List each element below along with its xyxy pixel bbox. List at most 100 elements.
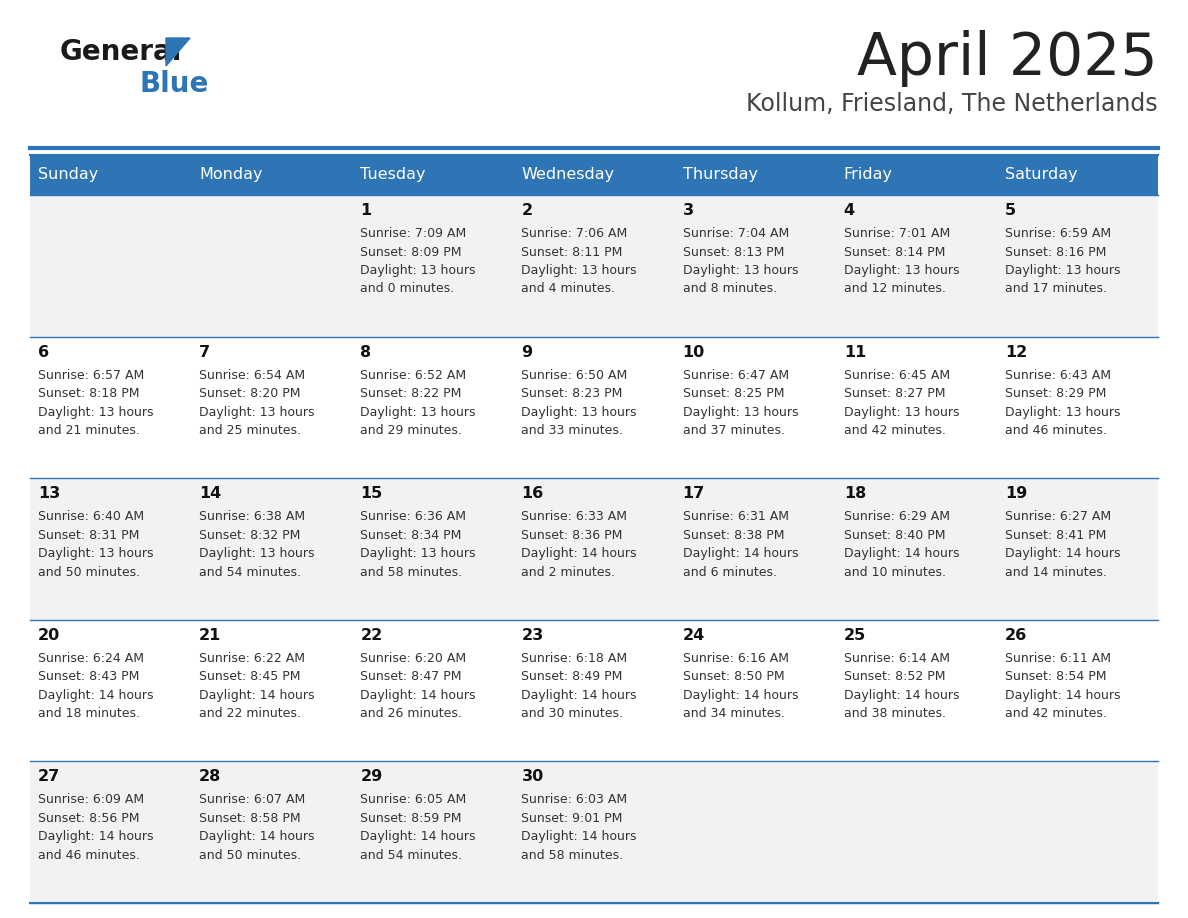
Bar bbox=[30, 195, 191, 337]
Text: 18: 18 bbox=[843, 487, 866, 501]
Text: Daylight: 13 hours: Daylight: 13 hours bbox=[1005, 264, 1120, 277]
Text: Sunrise: 6:43 AM: Sunrise: 6:43 AM bbox=[1005, 369, 1111, 382]
Text: 17: 17 bbox=[683, 487, 704, 501]
Text: Sunrise: 7:09 AM: Sunrise: 7:09 AM bbox=[360, 227, 467, 240]
Text: Daylight: 14 hours: Daylight: 14 hours bbox=[522, 547, 637, 560]
Text: Sunset: 8:40 PM: Sunset: 8:40 PM bbox=[843, 529, 946, 542]
Text: 7: 7 bbox=[200, 344, 210, 360]
Text: and 54 minutes.: and 54 minutes. bbox=[360, 849, 462, 862]
Text: 8: 8 bbox=[360, 344, 372, 360]
Text: Sunset: 8:43 PM: Sunset: 8:43 PM bbox=[38, 670, 139, 683]
Bar bbox=[675, 761, 835, 903]
Text: Daylight: 13 hours: Daylight: 13 hours bbox=[843, 264, 959, 277]
Text: Sunrise: 6:20 AM: Sunrise: 6:20 AM bbox=[360, 652, 467, 665]
Text: Sunset: 8:20 PM: Sunset: 8:20 PM bbox=[200, 387, 301, 400]
Bar bbox=[353, 195, 513, 337]
Text: and 4 minutes.: and 4 minutes. bbox=[522, 283, 615, 296]
Bar bbox=[191, 155, 353, 195]
Text: Sunrise: 6:27 AM: Sunrise: 6:27 AM bbox=[1005, 510, 1111, 523]
Text: Tuesday: Tuesday bbox=[360, 167, 425, 183]
Bar bbox=[675, 155, 835, 195]
Text: Daylight: 13 hours: Daylight: 13 hours bbox=[1005, 406, 1120, 419]
Text: Sunrise: 6:11 AM: Sunrise: 6:11 AM bbox=[1005, 652, 1111, 665]
Text: Daylight: 13 hours: Daylight: 13 hours bbox=[360, 264, 475, 277]
Text: Sunset: 8:58 PM: Sunset: 8:58 PM bbox=[200, 812, 301, 825]
Text: Daylight: 14 hours: Daylight: 14 hours bbox=[843, 688, 959, 701]
Text: and 22 minutes.: and 22 minutes. bbox=[200, 707, 301, 721]
Bar bbox=[835, 155, 997, 195]
Bar bbox=[353, 337, 513, 478]
Text: Saturday: Saturday bbox=[1005, 167, 1078, 183]
Text: 6: 6 bbox=[38, 344, 49, 360]
Bar bbox=[353, 761, 513, 903]
Bar bbox=[513, 337, 675, 478]
Text: Daylight: 14 hours: Daylight: 14 hours bbox=[1005, 547, 1120, 560]
Bar bbox=[675, 337, 835, 478]
Text: 10: 10 bbox=[683, 344, 704, 360]
Text: 5: 5 bbox=[1005, 203, 1016, 218]
Text: 24: 24 bbox=[683, 628, 704, 643]
Bar bbox=[191, 337, 353, 478]
Text: and 29 minutes.: and 29 minutes. bbox=[360, 424, 462, 437]
Text: 15: 15 bbox=[360, 487, 383, 501]
Bar bbox=[191, 761, 353, 903]
Text: and 46 minutes.: and 46 minutes. bbox=[38, 849, 140, 862]
Text: and 18 minutes.: and 18 minutes. bbox=[38, 707, 140, 721]
Text: Daylight: 14 hours: Daylight: 14 hours bbox=[360, 831, 475, 844]
Bar bbox=[675, 478, 835, 620]
Bar bbox=[353, 620, 513, 761]
Text: Sunset: 8:11 PM: Sunset: 8:11 PM bbox=[522, 245, 623, 259]
Text: Sunset: 8:54 PM: Sunset: 8:54 PM bbox=[1005, 670, 1106, 683]
Text: General: General bbox=[61, 38, 183, 66]
Text: Sunrise: 6:40 AM: Sunrise: 6:40 AM bbox=[38, 510, 144, 523]
Text: Sunset: 8:59 PM: Sunset: 8:59 PM bbox=[360, 812, 462, 825]
Text: Sunrise: 6:50 AM: Sunrise: 6:50 AM bbox=[522, 369, 627, 382]
Text: Wednesday: Wednesday bbox=[522, 167, 614, 183]
Text: Daylight: 13 hours: Daylight: 13 hours bbox=[360, 547, 475, 560]
Bar bbox=[835, 761, 997, 903]
Text: Kollum, Friesland, The Netherlands: Kollum, Friesland, The Netherlands bbox=[746, 92, 1158, 116]
Text: Sunset: 8:18 PM: Sunset: 8:18 PM bbox=[38, 387, 139, 400]
Text: Sunset: 8:47 PM: Sunset: 8:47 PM bbox=[360, 670, 462, 683]
Text: Daylight: 13 hours: Daylight: 13 hours bbox=[683, 406, 798, 419]
Bar bbox=[191, 478, 353, 620]
Text: Sunrise: 7:01 AM: Sunrise: 7:01 AM bbox=[843, 227, 950, 240]
Text: 20: 20 bbox=[38, 628, 61, 643]
Bar bbox=[675, 620, 835, 761]
Text: and 42 minutes.: and 42 minutes. bbox=[1005, 707, 1107, 721]
Text: and 50 minutes.: and 50 minutes. bbox=[200, 849, 302, 862]
Bar bbox=[513, 155, 675, 195]
Text: 27: 27 bbox=[38, 769, 61, 784]
Text: and 14 minutes.: and 14 minutes. bbox=[1005, 565, 1107, 578]
Text: Daylight: 14 hours: Daylight: 14 hours bbox=[38, 831, 153, 844]
Text: Sunset: 8:50 PM: Sunset: 8:50 PM bbox=[683, 670, 784, 683]
Text: 13: 13 bbox=[38, 487, 61, 501]
Text: 2: 2 bbox=[522, 203, 532, 218]
Bar bbox=[30, 337, 191, 478]
Text: Daylight: 14 hours: Daylight: 14 hours bbox=[522, 688, 637, 701]
Text: and 42 minutes.: and 42 minutes. bbox=[843, 424, 946, 437]
Bar bbox=[997, 155, 1158, 195]
Text: and 8 minutes.: and 8 minutes. bbox=[683, 283, 777, 296]
Text: 4: 4 bbox=[843, 203, 855, 218]
Text: and 0 minutes.: and 0 minutes. bbox=[360, 283, 455, 296]
Text: Sunrise: 6:29 AM: Sunrise: 6:29 AM bbox=[843, 510, 949, 523]
Bar bbox=[835, 478, 997, 620]
Text: Sunset: 8:56 PM: Sunset: 8:56 PM bbox=[38, 812, 139, 825]
Text: and 6 minutes.: and 6 minutes. bbox=[683, 565, 777, 578]
Text: April 2025: April 2025 bbox=[858, 30, 1158, 87]
Bar bbox=[997, 195, 1158, 337]
Text: Sunrise: 6:45 AM: Sunrise: 6:45 AM bbox=[843, 369, 950, 382]
Text: Daylight: 14 hours: Daylight: 14 hours bbox=[200, 831, 315, 844]
Text: Sunset: 8:29 PM: Sunset: 8:29 PM bbox=[1005, 387, 1106, 400]
Text: Sunrise: 7:06 AM: Sunrise: 7:06 AM bbox=[522, 227, 627, 240]
Text: 14: 14 bbox=[200, 487, 221, 501]
Text: Sunrise: 6:59 AM: Sunrise: 6:59 AM bbox=[1005, 227, 1111, 240]
Text: Sunrise: 6:22 AM: Sunrise: 6:22 AM bbox=[200, 652, 305, 665]
Text: Daylight: 14 hours: Daylight: 14 hours bbox=[683, 547, 798, 560]
Text: Daylight: 14 hours: Daylight: 14 hours bbox=[522, 831, 637, 844]
Text: and 54 minutes.: and 54 minutes. bbox=[200, 565, 301, 578]
Text: Daylight: 13 hours: Daylight: 13 hours bbox=[522, 264, 637, 277]
Text: 3: 3 bbox=[683, 203, 694, 218]
Text: Thursday: Thursday bbox=[683, 167, 758, 183]
